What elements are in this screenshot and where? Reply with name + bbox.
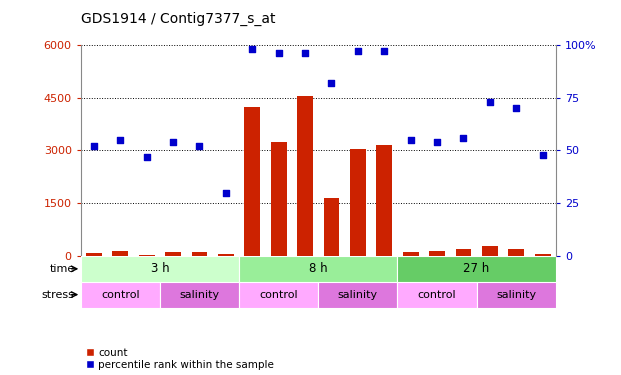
Text: control: control — [418, 290, 456, 300]
Bar — [239, 282, 318, 308]
Point — [485, 99, 495, 105]
Point — [247, 46, 257, 52]
Bar — [397, 256, 556, 282]
Point — [406, 137, 415, 143]
Text: 27 h: 27 h — [463, 262, 490, 275]
Bar — [297, 96, 313, 256]
Point — [116, 137, 125, 143]
Text: 3 h: 3 h — [151, 262, 169, 275]
Bar — [191, 252, 207, 256]
Point — [300, 51, 310, 57]
Bar — [455, 249, 471, 256]
Bar — [81, 282, 160, 308]
Point — [89, 143, 99, 149]
Text: time: time — [49, 264, 75, 274]
Bar — [429, 251, 445, 256]
Point — [327, 80, 337, 86]
Point — [538, 152, 548, 157]
Bar — [165, 252, 181, 256]
Text: salinity: salinity — [338, 290, 378, 300]
Point — [379, 48, 389, 54]
Text: control: control — [101, 290, 140, 300]
Bar — [402, 252, 419, 256]
Text: salinity: salinity — [496, 290, 537, 300]
Bar — [376, 145, 392, 256]
Point — [511, 105, 521, 111]
Bar — [239, 256, 397, 282]
Bar — [508, 249, 524, 256]
Point — [168, 139, 178, 145]
Point — [432, 139, 442, 145]
Bar — [324, 198, 339, 256]
Text: stress: stress — [42, 290, 75, 300]
Text: GDS1914 / Contig7377_s_at: GDS1914 / Contig7377_s_at — [81, 12, 275, 26]
Point — [221, 190, 231, 196]
Bar — [160, 282, 239, 308]
Bar — [244, 106, 260, 256]
Point — [194, 143, 204, 149]
Bar — [271, 142, 286, 256]
Bar — [218, 254, 233, 256]
Bar — [350, 149, 366, 256]
Point — [142, 154, 152, 160]
Point — [353, 48, 363, 54]
Legend: count, percentile rank within the sample: count, percentile rank within the sample — [86, 348, 274, 370]
Bar — [397, 282, 477, 308]
Text: control: control — [260, 290, 298, 300]
Bar — [81, 256, 239, 282]
Bar — [482, 246, 497, 256]
Point — [458, 135, 468, 141]
Bar — [139, 255, 155, 256]
Bar — [535, 254, 550, 256]
Text: 8 h: 8 h — [309, 262, 327, 275]
Point — [274, 51, 284, 57]
Text: salinity: salinity — [179, 290, 220, 300]
Bar — [477, 282, 556, 308]
Bar — [112, 251, 128, 256]
Bar — [86, 254, 102, 256]
Bar — [318, 282, 397, 308]
